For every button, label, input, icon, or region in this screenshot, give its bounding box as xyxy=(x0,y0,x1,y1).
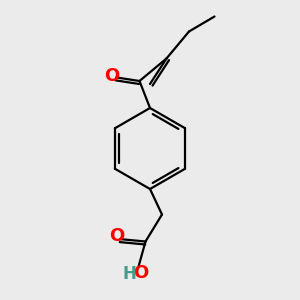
Text: O: O xyxy=(105,67,120,85)
Text: O: O xyxy=(109,227,124,245)
Text: O: O xyxy=(133,264,148,282)
Text: H: H xyxy=(123,265,136,283)
